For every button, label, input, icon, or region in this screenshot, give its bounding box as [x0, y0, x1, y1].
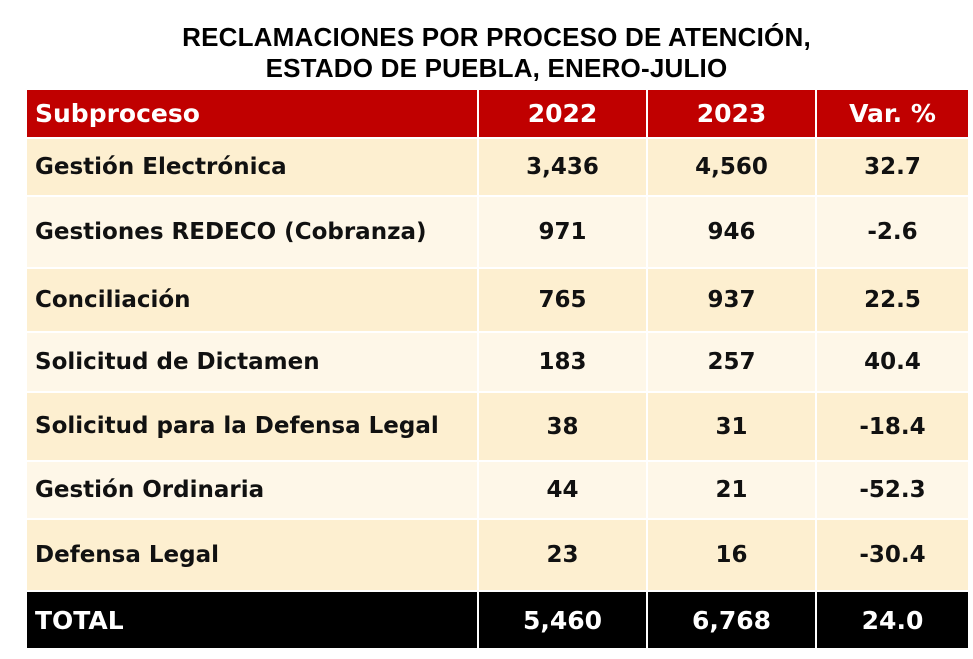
header-subproceso: Subproceso — [25, 88, 479, 139]
total-row: TOTAL 5,460 6,768 24.0 — [25, 590, 970, 650]
cell-2022: 23 — [477, 518, 648, 592]
cell-2022: 183 — [477, 331, 648, 393]
cell-subproceso: Conciliación — [25, 267, 479, 333]
cell-2023: 21 — [646, 460, 817, 520]
cell-2023: 16 — [646, 518, 817, 592]
cell-var: -2.6 — [815, 195, 970, 269]
table-row: Solicitud de Dictamen 183 257 40.4 — [25, 331, 970, 393]
cell-var: 22.5 — [815, 267, 970, 333]
cell-var: -30.4 — [815, 518, 970, 592]
header-2023: 2023 — [646, 88, 817, 139]
cell-subproceso: Gestiones REDECO (Cobranza) — [25, 195, 479, 269]
cell-subproceso: Gestión Ordinaria — [25, 460, 479, 520]
cell-2023: 937 — [646, 267, 817, 333]
cell-2023: 946 — [646, 195, 817, 269]
table-row: Defensa Legal 23 16 -30.4 — [25, 518, 970, 592]
cell-2022: 765 — [477, 267, 648, 333]
header-2022: 2022 — [477, 88, 648, 139]
claims-table: Subproceso 2022 2023 Var. % Gestión Elec… — [25, 88, 970, 650]
cell-2023: 31 — [646, 391, 817, 462]
table-title: RECLAMACIONES POR PROCESO DE ATENCIÓN, E… — [0, 22, 973, 84]
title-line-2: ESTADO DE PUEBLA, ENERO-JULIO — [265, 53, 728, 83]
cell-2023: 257 — [646, 331, 817, 393]
cell-subproceso: Solicitud de Dictamen — [25, 331, 479, 393]
header-var: Var. % — [815, 88, 970, 139]
cell-2022: 38 — [477, 391, 648, 462]
table-row: Solicitud para la Defensa Legal 38 31 -1… — [25, 391, 970, 462]
table-row: Gestiones REDECO (Cobranza) 971 946 -2.6 — [25, 195, 970, 269]
cell-subproceso: Gestión Electrónica — [25, 137, 479, 197]
header-row: Subproceso 2022 2023 Var. % — [25, 88, 970, 139]
total-2023: 6,768 — [646, 590, 817, 650]
total-var: 24.0 — [815, 590, 970, 650]
total-2022: 5,460 — [477, 590, 648, 650]
table-row: Gestión Ordinaria 44 21 -52.3 — [25, 460, 970, 520]
cell-2022: 44 — [477, 460, 648, 520]
cell-var: 40.4 — [815, 331, 970, 393]
cell-var: -18.4 — [815, 391, 970, 462]
cell-var: -52.3 — [815, 460, 970, 520]
cell-2022: 3,436 — [477, 137, 648, 197]
cell-subproceso: Defensa Legal — [25, 518, 479, 592]
cell-subproceso: Solicitud para la Defensa Legal — [25, 391, 479, 462]
cell-2023: 4,560 — [646, 137, 817, 197]
table-row: Gestión Electrónica 3,436 4,560 32.7 — [25, 137, 970, 197]
title-line-1: RECLAMACIONES POR PROCESO DE ATENCIÓN, — [182, 22, 811, 52]
cell-var: 32.7 — [815, 137, 970, 197]
table-row: Conciliación 765 937 22.5 — [25, 267, 970, 333]
cell-2022: 971 — [477, 195, 648, 269]
total-label: TOTAL — [25, 590, 479, 650]
